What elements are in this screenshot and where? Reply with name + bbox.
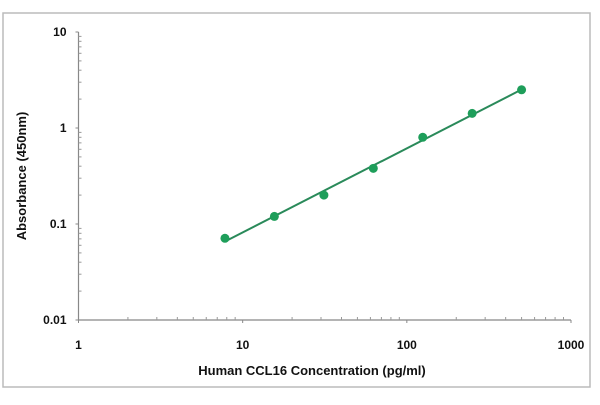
data-point [467,108,477,118]
data-point [517,85,527,95]
data-point [418,132,428,142]
y-axis-label: Absorbance (450nm) [14,112,29,241]
y-tick-label: 10 [53,25,67,39]
x-tick-label: 1 [75,338,82,352]
data-point [220,233,230,243]
y-tick-label: 0.1 [50,217,67,231]
x-tick-label: 100 [397,338,417,352]
y-tick-label: 1 [60,121,67,135]
x-tick-label: 1000 [558,338,585,352]
data-point [319,190,329,200]
chart-frame [2,12,591,388]
x-tick-label: 10 [236,338,250,352]
y-tick-label: 0.01 [43,313,67,327]
data-point [269,211,279,221]
data-point [368,163,378,173]
x-axis-label: Human CCL16 Concentration (pg/ml) [198,363,426,378]
